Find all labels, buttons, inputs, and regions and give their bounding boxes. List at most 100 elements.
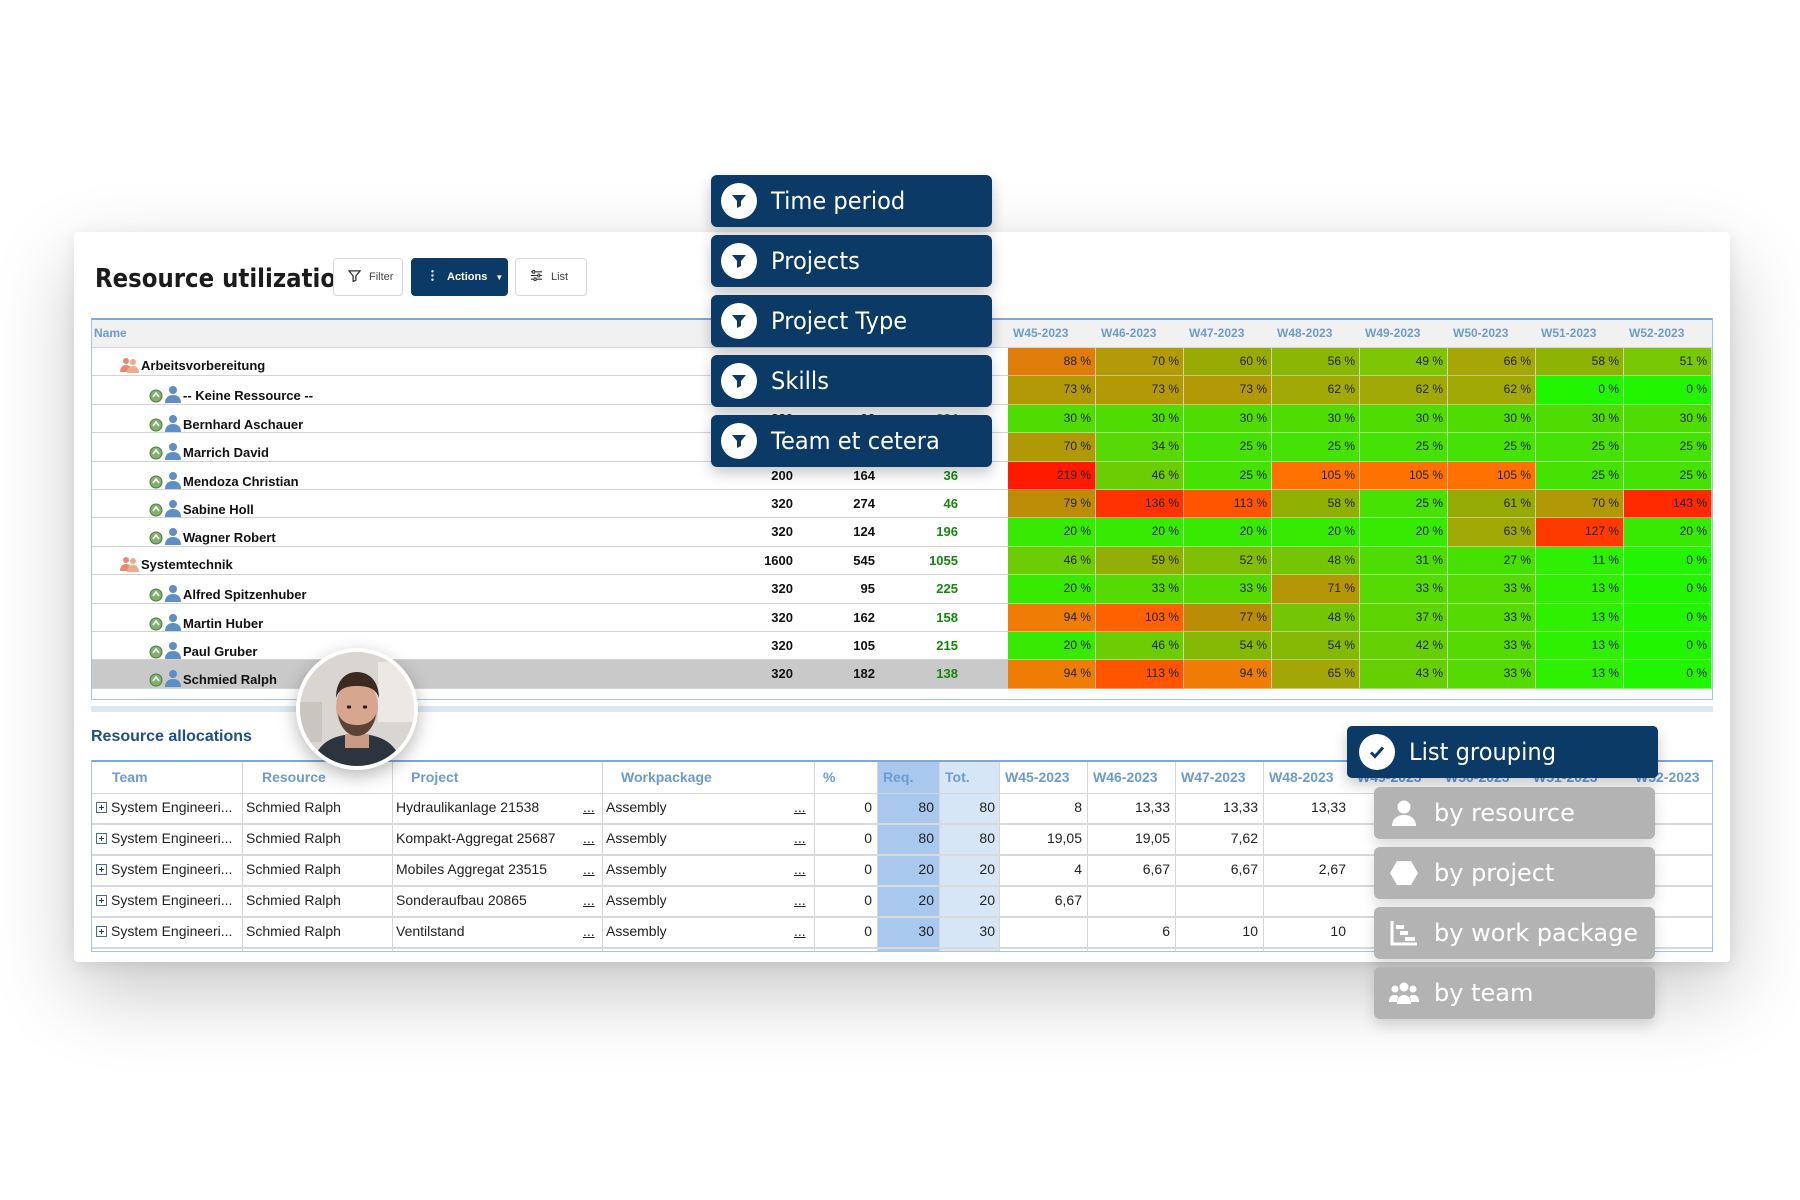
utilization-cell[interactable]: 77 % <box>1184 603 1272 632</box>
team-column-header[interactable]: Team <box>112 769 148 785</box>
utilization-cell[interactable]: 25 % <box>1448 433 1536 462</box>
utilization-cell[interactable]: 30 % <box>1536 404 1624 434</box>
utilization-cell[interactable]: 34 % <box>1096 433 1184 462</box>
utilization-cell[interactable]: 30 % <box>1448 404 1536 434</box>
utilization-cell[interactable]: 54 % <box>1184 632 1272 661</box>
utilization-cell[interactable]: 70 % <box>1096 348 1184 377</box>
utilization-cell[interactable]: 0 % <box>1536 376 1624 405</box>
utilization-cell[interactable]: 0 % <box>1624 575 1712 604</box>
project-column-header[interactable]: Project <box>411 769 459 785</box>
utilization-cell[interactable]: 0 % <box>1624 632 1712 661</box>
project-picker-button[interactable]: ... <box>583 861 595 877</box>
utilization-cell[interactable]: 113 % <box>1096 660 1184 689</box>
percent-column-header[interactable]: % <box>823 769 836 785</box>
utilization-cell[interactable]: 11 % <box>1536 546 1624 576</box>
resource-row[interactable]: Sabine Holl 320 274 46 79 % 136 % 113 % 58 % 25 … <box>92 490 1712 519</box>
workpackage-picker-button[interactable]: ... <box>794 861 806 877</box>
utilization-cell[interactable]: 25 % <box>1184 461 1272 490</box>
utilization-cell[interactable]: 30 % <box>1360 404 1448 434</box>
utilization-cell[interactable]: 70 % <box>1008 433 1096 462</box>
week-header[interactable]: W50-2023 <box>1453 326 1509 340</box>
utilization-cell[interactable]: 73 % <box>1096 376 1184 405</box>
utilization-cell[interactable]: 70 % <box>1536 490 1624 519</box>
expand-icon[interactable] <box>96 895 107 906</box>
utilization-cell[interactable]: 20 % <box>1624 518 1712 547</box>
utilization-cell[interactable]: 105 % <box>1272 461 1360 490</box>
utilization-cell[interactable]: 71 % <box>1272 575 1360 604</box>
utilization-cell[interactable]: 88 % <box>1008 348 1096 377</box>
filter-button[interactable]: Filter <box>333 258 403 296</box>
utilization-cell[interactable]: 61 % <box>1448 490 1536 519</box>
workpackage-picker-button[interactable]: ... <box>794 799 806 815</box>
project-picker-button[interactable]: ... <box>583 830 595 846</box>
utilization-cell[interactable]: 56 % <box>1272 348 1360 377</box>
utilization-cell[interactable]: 73 % <box>1184 376 1272 405</box>
utilization-cell[interactable]: 0 % <box>1624 376 1712 405</box>
utilization-cell[interactable]: 127 % <box>1536 518 1624 547</box>
utilization-cell[interactable]: 63 % <box>1448 518 1536 547</box>
workpackage-picker-button[interactable]: ... <box>794 892 806 908</box>
req-column-header[interactable]: Req. <box>883 769 914 785</box>
utilization-cell[interactable]: 30 % <box>1008 404 1096 434</box>
name-column-header[interactable]: Name <box>94 326 127 340</box>
utilization-cell[interactable]: 20 % <box>1008 632 1096 661</box>
utilization-cell[interactable]: 94 % <box>1008 603 1096 632</box>
utilization-cell[interactable]: 49 % <box>1360 348 1448 377</box>
utilization-cell[interactable]: 20 % <box>1096 518 1184 547</box>
resource-row[interactable]: Martin Huber 320 162 158 94 % 103 % 77 % 48 % 37… <box>92 603 1712 632</box>
project-picker-button[interactable]: ... <box>583 892 595 908</box>
utilization-cell[interactable]: 94 % <box>1184 660 1272 689</box>
utilization-cell[interactable]: 46 % <box>1008 546 1096 576</box>
list-grouping-header[interactable]: List grouping <box>1347 726 1658 778</box>
expand-icon[interactable] <box>96 833 107 844</box>
utilization-cell[interactable]: 20 % <box>1008 575 1096 604</box>
utilization-cell[interactable]: 25 % <box>1184 433 1272 462</box>
utilization-cell[interactable]: 20 % <box>1360 518 1448 547</box>
utilization-cell[interactable]: 59 % <box>1096 546 1184 576</box>
utilization-cell[interactable]: 25 % <box>1624 433 1712 462</box>
week-header[interactable]: W46-2023 <box>1101 326 1157 340</box>
filter-time-period[interactable]: Time period <box>711 175 992 227</box>
utilization-cell[interactable]: 27 % <box>1448 546 1536 576</box>
utilization-cell[interactable]: 48 % <box>1272 603 1360 632</box>
utilization-cell[interactable]: 62 % <box>1360 376 1448 405</box>
week-header[interactable]: W45-2023 <box>1013 326 1069 340</box>
utilization-cell[interactable]: 13 % <box>1536 632 1624 661</box>
week-header[interactable]: W47-2023 <box>1189 326 1245 340</box>
week-header[interactable]: W45-2023 <box>1005 769 1070 785</box>
utilization-cell[interactable]: 33 % <box>1096 575 1184 604</box>
utilization-cell[interactable]: 13 % <box>1536 575 1624 604</box>
utilization-cell[interactable]: 20 % <box>1184 518 1272 547</box>
workpackage-picker-button[interactable]: ... <box>794 923 806 939</box>
week-header[interactable]: W49-2023 <box>1365 326 1421 340</box>
resource-row[interactable]: -- Keine Ressource -- 73 % 73 % 73 % 62 % 62 … <box>92 376 1712 405</box>
filter-project-type[interactable]: Project Type <box>711 295 992 347</box>
utilization-cell[interactable]: 66 % <box>1448 348 1536 377</box>
utilization-cell[interactable]: 25 % <box>1536 461 1624 490</box>
utilization-cell[interactable]: 58 % <box>1536 348 1624 377</box>
group-by-project[interactable]: by project <box>1374 847 1655 899</box>
group-by-resource[interactable]: by resource <box>1374 787 1655 839</box>
actions-button[interactable]: Actions ▼ <box>411 258 508 296</box>
utilization-cell[interactable]: 33 % <box>1448 575 1536 604</box>
utilization-cell[interactable]: 46 % <box>1096 632 1184 661</box>
utilization-cell[interactable]: 219 % <box>1008 461 1096 490</box>
utilization-cell[interactable]: 20 % <box>1272 518 1360 547</box>
resource-row[interactable]: Alfred Spitzenhuber 320 95 225 20 % 33 % 33 % 7… <box>92 575 1712 604</box>
week-header[interactable]: W48-2023 <box>1269 769 1334 785</box>
week-header[interactable]: W46-2023 <box>1093 769 1158 785</box>
utilization-cell[interactable]: 48 % <box>1272 546 1360 576</box>
utilization-cell[interactable]: 143 % <box>1624 490 1712 519</box>
utilization-cell[interactable]: 25 % <box>1536 433 1624 462</box>
week-header[interactable]: W47-2023 <box>1181 769 1246 785</box>
utilization-cell[interactable]: 25 % <box>1360 490 1448 519</box>
utilization-cell[interactable]: 42 % <box>1360 632 1448 661</box>
week-header[interactable]: W48-2023 <box>1277 326 1333 340</box>
utilization-cell[interactable]: 0 % <box>1624 660 1712 689</box>
utilization-cell[interactable]: 13 % <box>1536 603 1624 632</box>
week-header[interactable]: W51-2023 <box>1541 326 1597 340</box>
expand-icon[interactable] <box>96 864 107 875</box>
utilization-cell[interactable]: 30 % <box>1272 404 1360 434</box>
filter-team[interactable]: Team et cetera <box>711 415 992 467</box>
utilization-cell[interactable]: 33 % <box>1448 603 1536 632</box>
